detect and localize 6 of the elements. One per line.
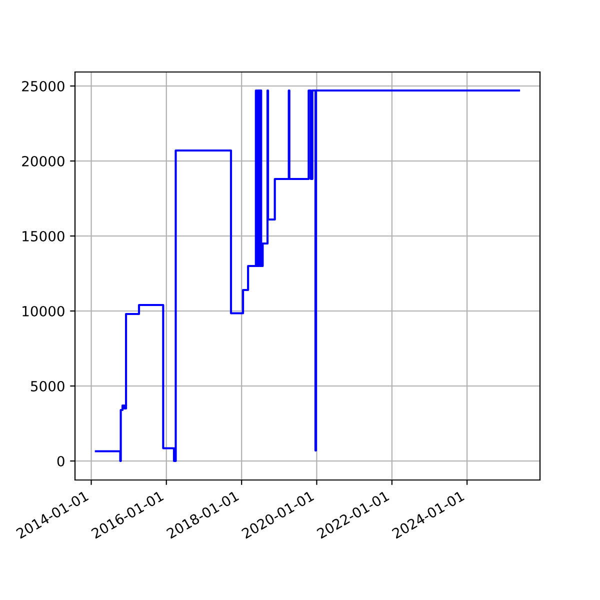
y-tick-label: 10000	[22, 306, 64, 316]
y-tick-label: 20000	[22, 156, 64, 166]
y-tick-label: 0	[57, 456, 64, 466]
y-tick-label: 25000	[22, 80, 64, 92]
y-tick-label: 5000	[31, 380, 64, 392]
y-tick-label: 15000	[22, 230, 64, 242]
